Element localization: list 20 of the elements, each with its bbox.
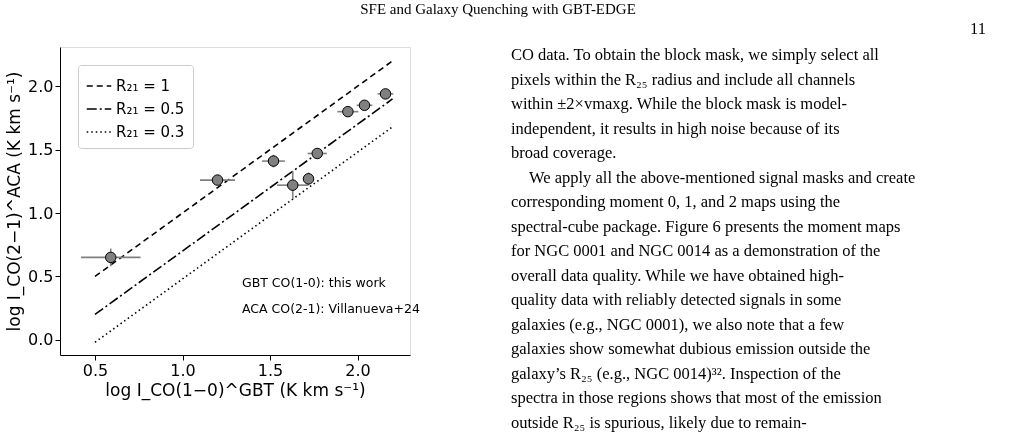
legend-label: R₂₁ = 1 <box>116 77 171 95</box>
text: SFE and Galaxy Quenching with GBT-EDGE <box>360 1 636 17</box>
y-tick-label: 1.0 <box>28 203 54 223</box>
text: We apply all the above-mentioned signal masks and create corresponding moment 0, 1, and 2 maps using the spectral-cube package. Figure 6 presents the moment maps for NGC 0001 and NGC 0014 as a demonstration of the overall data quality. While we have obtained high-quality data with reliably detected signals in some galaxies (e.g., NGC 0001), we also note that a few galaxies show somewhat dubious emission outside the galaxy’s R₂₅ (e.g., NGC 0014)³². Inspection of the spectra in those regions shows that most of the emission outside R₂₅ is spurious, likely due to remain- <box>511 167 916 432</box>
x-tick-label: 1.5 <box>257 360 284 380</box>
text: CO data. To obtain the block mask, we simply select all pixels within the R₂₅ radius and include all channels within ±2×vmaxg. While the block mask is model-independent, it results in high noise because of its broad coverage. <box>511 45 880 162</box>
y-axis-title: log I_CO(2−1)^ACA (K km s⁻¹) <box>4 71 26 332</box>
x-tick-label: 2.0 <box>345 360 371 380</box>
y-tick-label: 0.5 <box>28 266 54 286</box>
legend-label: R₂₁ = 0.3 <box>116 123 185 141</box>
x-axis-title: log I_CO(1−0)^GBT (K km s⁻¹) <box>105 379 366 401</box>
y-tick-label: 0.0 <box>28 330 54 350</box>
annotation: GBT CO(1-0): this work <box>242 275 387 290</box>
annotation: ACA CO(2-1): Villanueva+24 <box>242 301 420 316</box>
legend-label: R₂₁ = 0.5 <box>116 100 185 118</box>
text: 11 <box>970 19 986 38</box>
y-tick-label: 2.0 <box>28 76 54 96</box>
y-tick-label: 1.5 <box>28 140 54 160</box>
x-tick-label: 1.0 <box>170 360 196 380</box>
x-tick-label: 0.5 <box>82 360 109 380</box>
